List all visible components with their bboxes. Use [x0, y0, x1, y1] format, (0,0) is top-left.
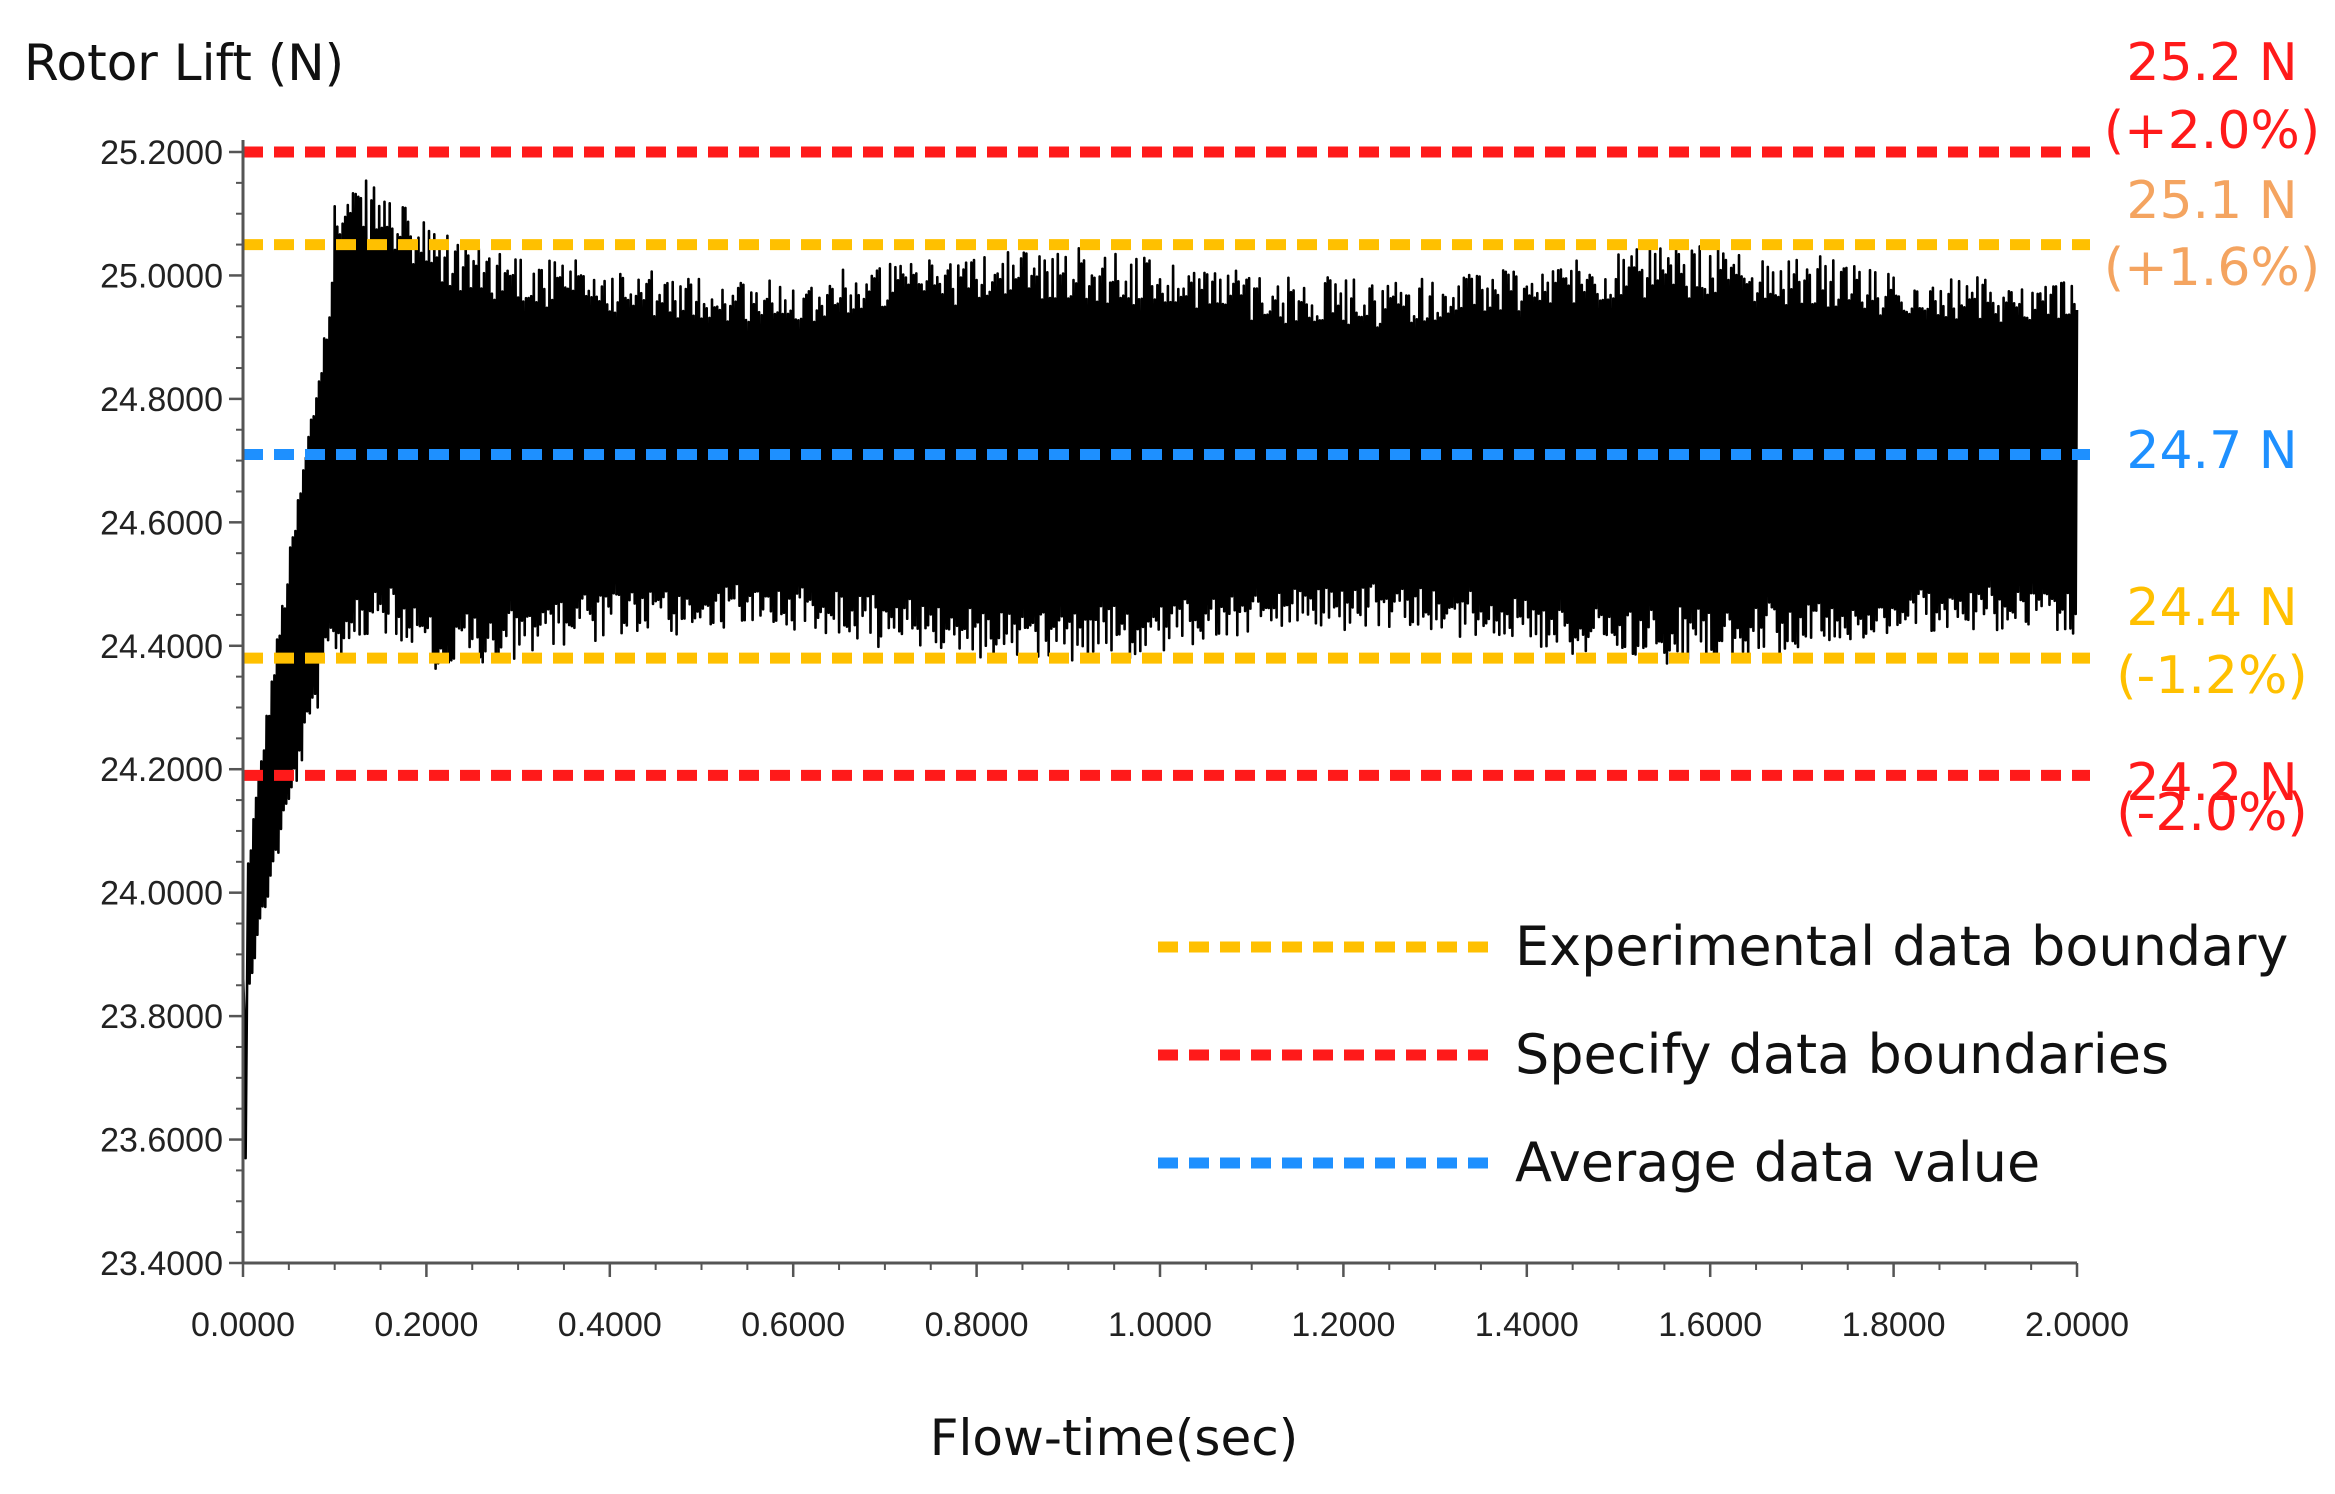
reference-label-value-exp_upper: 25.1 N [2126, 171, 2297, 231]
signal-layer [241, 179, 2079, 1160]
reference-label-pct-spec_upper: (+2.0%) [2104, 101, 2320, 161]
x-tick-label: 0.6000 [741, 1306, 845, 1344]
y-tick-label: 24.8000 [100, 381, 223, 419]
x-tick-label: 0.0000 [191, 1306, 295, 1344]
rotor-lift-series-line [241, 179, 2079, 1160]
x-tick-label: 1.4000 [1475, 1306, 1579, 1344]
reference-labels: 25.2 N (+2.0%) 25.1 N (+1.6%) 24.7 N 24.4 N (-… [2104, 33, 2320, 843]
x-tick-label: 2.0000 [2025, 1306, 2129, 1344]
x-tick-label: 0.4000 [558, 1306, 662, 1344]
reference-label-pct-exp_lower: (-1.2%) [2116, 646, 2307, 706]
legend-label-0: Experimental data boundary [1515, 915, 2288, 978]
y-tick-label: 25.2000 [100, 134, 223, 172]
y-tick-label: 25.0000 [100, 257, 223, 295]
legend: Experimental data boundary Specify data b… [1158, 915, 2288, 1194]
legend-label-2: Average data value [1515, 1131, 2040, 1194]
reference-label-value-exp_lower: 24.4 N [2126, 578, 2297, 638]
reference-label-value-spec_upper: 25.2 N [2126, 33, 2297, 93]
y-tick-label: 23.6000 [100, 1122, 223, 1160]
x-tick-label: 0.8000 [925, 1306, 1029, 1344]
y-tick-label: 24.6000 [100, 504, 223, 542]
x-tick-label: 1.0000 [1108, 1306, 1212, 1344]
y-tick-label: 24.0000 [100, 875, 223, 913]
legend-label-1: Specify data boundaries [1515, 1023, 2169, 1086]
y-tick-label: 23.4000 [100, 1245, 223, 1283]
reference-label-value-spec_lower: 24.2 N [2126, 753, 2297, 813]
x-tick-label: 1.8000 [1842, 1306, 1946, 1344]
x-tick-label: 1.2000 [1291, 1306, 1395, 1344]
reference-label-pct-exp_upper: (+1.6%) [2104, 238, 2320, 298]
x-axis-title: Flow-time(sec) [930, 1409, 1298, 1467]
y-tick-label: 23.8000 [100, 998, 223, 1036]
x-tick-label: 1.6000 [1658, 1306, 1762, 1344]
y-axis-title: Rotor Lift (N) [24, 34, 344, 92]
x-tick-label: 0.2000 [374, 1306, 478, 1344]
reference-label-pct-spec_lower: (-2.0%) [2116, 783, 2307, 843]
reference-label-value-avg: 24.7 N [2126, 421, 2297, 481]
y-tick-label: 24.2000 [100, 751, 223, 789]
y-tick-label: 24.4000 [100, 628, 223, 666]
axes: 23.4000 23.6000 23.8000 24.0000 24.2000 24.40… [100, 134, 2129, 1344]
